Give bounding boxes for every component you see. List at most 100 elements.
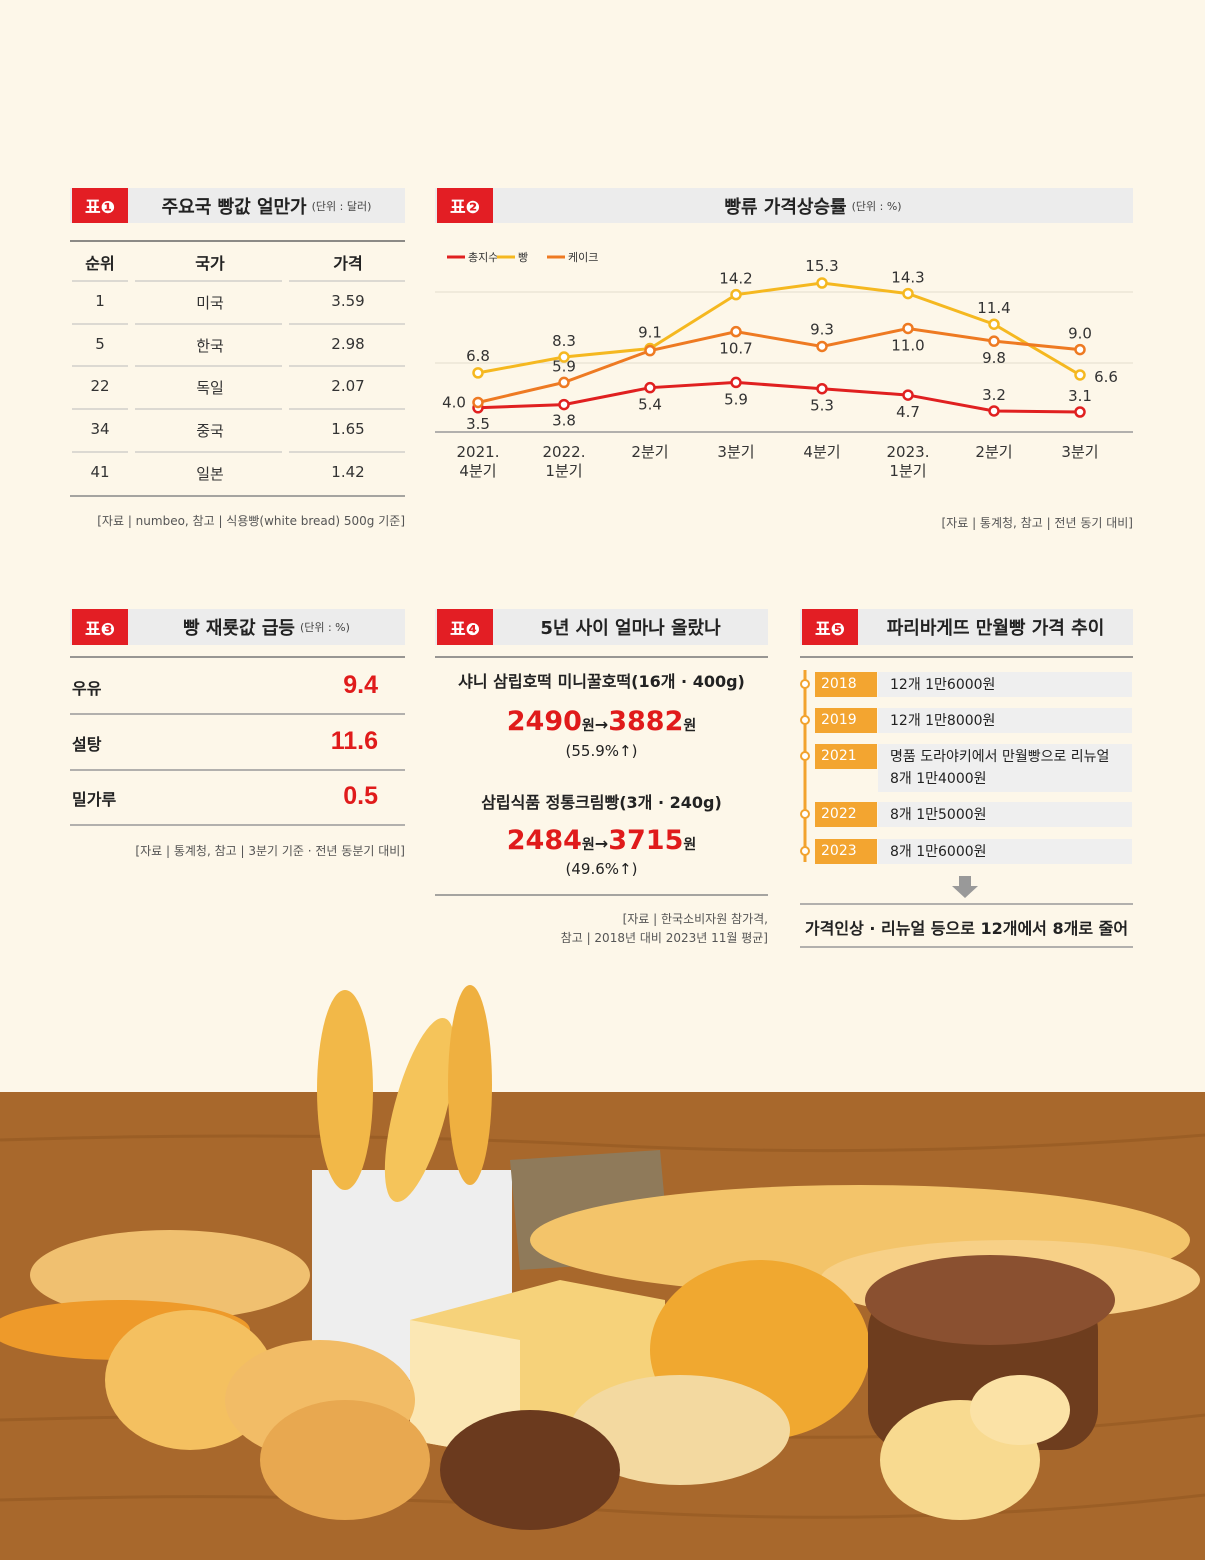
x-tick-label: 2분기 xyxy=(975,443,1013,461)
increase: 11.6 xyxy=(330,727,378,755)
data-label: 3.8 xyxy=(552,412,576,430)
data-label: 5.3 xyxy=(810,397,834,415)
data-point xyxy=(558,398,570,411)
year: 2018 xyxy=(815,672,877,697)
data-label: 5.9 xyxy=(724,390,748,408)
badge: 표❺ xyxy=(802,609,858,645)
bread-illustration xyxy=(0,985,1200,1530)
unit: (단위 : %) xyxy=(299,621,350,634)
data-label: 15.3 xyxy=(805,257,838,275)
data-label: 3.1 xyxy=(1068,387,1092,405)
title: 5년 사이 얼마나 올랐나 xyxy=(540,618,721,639)
price-change: 2490원→3882원 xyxy=(435,706,768,737)
source: 참고 | 2018년 대비 2023년 11월 평균] xyxy=(560,931,768,945)
year: 2023 xyxy=(815,839,877,864)
x-tick-label: 2분기 xyxy=(631,443,669,461)
down-arrow xyxy=(952,876,978,898)
data-point xyxy=(1074,406,1086,418)
timeline-text: 8개 1만6000원 xyxy=(878,839,1132,864)
price-from: 2490 xyxy=(506,706,582,737)
data-point xyxy=(472,367,484,379)
timeline-dot xyxy=(800,809,810,819)
material: 설탕 xyxy=(72,735,102,754)
change-rate: (55.9%↑) xyxy=(565,742,638,760)
data-label: 11.4 xyxy=(977,299,1010,317)
data-label: 10.7 xyxy=(719,340,752,358)
currency: 원 xyxy=(581,837,595,853)
timeline-text: 12개 1만8000원 xyxy=(878,708,1132,733)
material: 밀가루 xyxy=(72,790,117,809)
data-point xyxy=(644,344,656,357)
data-label: 3.5 xyxy=(466,415,490,433)
increase: 9.4 xyxy=(343,671,378,699)
data-point xyxy=(1074,343,1086,356)
summary: 가격인상 · 리뉴얼 등으로 12개에서 8개로 줄어 xyxy=(804,919,1129,938)
legend-label: 케이크 xyxy=(568,251,598,264)
data-point xyxy=(902,287,914,300)
badge: 표❶ xyxy=(72,188,128,223)
unit: (단위 : %) xyxy=(851,199,902,213)
table-cell: 한국 xyxy=(196,337,224,355)
data-label: 14.2 xyxy=(719,270,752,288)
x-tick-label: 3분기 xyxy=(1061,443,1099,461)
table-cell: 41 xyxy=(90,463,110,481)
data-label: 9.0 xyxy=(1068,325,1092,343)
header-title: 5년 사이 얼마나 올랐나 xyxy=(493,609,768,645)
data-point xyxy=(902,322,914,335)
price-to: 3715 xyxy=(608,825,684,856)
data-point xyxy=(988,335,1000,347)
price-change: 2484원→3715원 xyxy=(435,825,768,856)
table-cell: 34 xyxy=(90,420,110,438)
arrow: → xyxy=(594,715,609,734)
badge: 표❷ xyxy=(437,188,493,223)
timeline-dot xyxy=(800,846,810,856)
x-tick-label: 2023. 1분기 xyxy=(886,443,930,480)
table-cell: 1.65 xyxy=(331,420,365,438)
x-tick-label: 2022. 1분기 xyxy=(542,443,586,480)
timeline-dot xyxy=(800,751,810,761)
data-point xyxy=(644,381,656,394)
table-cell: 1 xyxy=(95,292,105,310)
data-label: 11.0 xyxy=(891,336,924,354)
data-label: 5.4 xyxy=(638,396,662,414)
currency: 원 xyxy=(581,718,595,734)
table-cell: 2.98 xyxy=(331,335,365,353)
header-title: 빵 재룟값 급등 (단위 : %) xyxy=(128,609,405,645)
increase: 0.5 xyxy=(343,782,378,810)
data-label: 6.8 xyxy=(466,347,490,365)
badge: 표❸ xyxy=(72,609,128,645)
arrow: → xyxy=(594,834,609,853)
header-title: 빵류 가격상승률 (단위 : %) xyxy=(493,188,1133,223)
currency: 원 xyxy=(683,837,697,853)
header-title: 주요국 빵값 얼만가 (단위 : 달러) xyxy=(128,188,405,223)
timeline-text: 12개 1만6000원 xyxy=(878,672,1132,697)
header-bg xyxy=(435,188,1133,223)
x-tick-label: 3분기 xyxy=(717,443,755,461)
data-label: 9.1 xyxy=(638,324,662,342)
table-cell: 2.07 xyxy=(331,377,365,395)
table-cell: 22 xyxy=(90,377,110,395)
table-cell: 중국 xyxy=(196,422,224,440)
source: [자료 | 통계청, 참고 | 3분기 기준 · 전년 동분기 대비] xyxy=(135,844,405,858)
change-rate: (49.6%↑) xyxy=(565,860,638,878)
data-label: 9.8 xyxy=(982,349,1006,367)
table-cell: 3.59 xyxy=(331,292,365,310)
data-point xyxy=(558,376,570,389)
source: [자료 | numbeo, 참고 | 식용빵(white bread) 500g… xyxy=(97,514,405,528)
data-point xyxy=(730,376,742,389)
column-header: 순위 xyxy=(85,254,115,273)
title: 주요국 빵값 얼만가 xyxy=(161,196,307,218)
source: [자료 | 통계청, 참고 | 전년 동기 대비] xyxy=(941,516,1134,530)
column-header: 가격 xyxy=(333,254,363,273)
table-cell: 일본 xyxy=(196,465,224,483)
timeline-text: 명품 도라야키에서 만월빵으로 리뉴얼 8개 1만4000원 xyxy=(878,744,1132,792)
column-header: 국가 xyxy=(195,254,225,273)
table-cell: 5 xyxy=(95,335,105,353)
timeline-dot xyxy=(800,679,810,689)
data-label: 14.3 xyxy=(891,269,924,287)
title: 빵 재룟값 급등 xyxy=(183,618,295,639)
data-label: 6.6 xyxy=(1094,368,1118,386)
material: 우유 xyxy=(72,679,102,698)
title: 빵류 가격상승률 xyxy=(724,196,847,218)
